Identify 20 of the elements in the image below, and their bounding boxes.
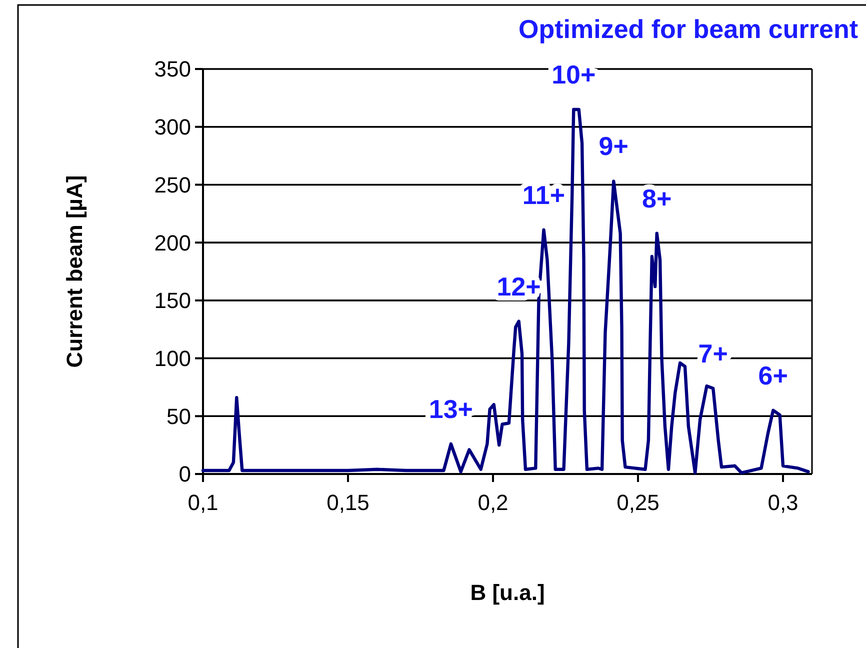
annotation: 9+ <box>598 131 628 162</box>
x-tick-label: 0,3 <box>768 490 798 515</box>
y-tick-label: 150 <box>154 288 191 314</box>
x-tick-label: 0,2 <box>478 490 508 515</box>
y-tick-label: 200 <box>154 230 191 256</box>
chart-title: Optimized for beam current <box>518 14 858 44</box>
y-tick-label: 250 <box>154 172 191 198</box>
annotation: 8+ <box>642 183 672 214</box>
x-tick-label: 0,25 <box>616 490 660 515</box>
y-tick-label: 350 <box>154 56 191 82</box>
y-tick-label: 100 <box>154 346 191 371</box>
x-tick-label: 0,15 <box>326 490 370 515</box>
x-tick-label: 0,1 <box>188 490 218 515</box>
y-tick-label: 0 <box>178 462 191 487</box>
annotation: 11+ <box>522 180 566 210</box>
annotation: 6+ <box>758 360 788 390</box>
x-axis-title: B [u.a.] <box>470 580 545 605</box>
y-axis-title: Current beam [µA] <box>62 175 87 368</box>
y-tick-label: 300 <box>154 114 191 140</box>
y-tick-label: 50 <box>166 404 191 429</box>
